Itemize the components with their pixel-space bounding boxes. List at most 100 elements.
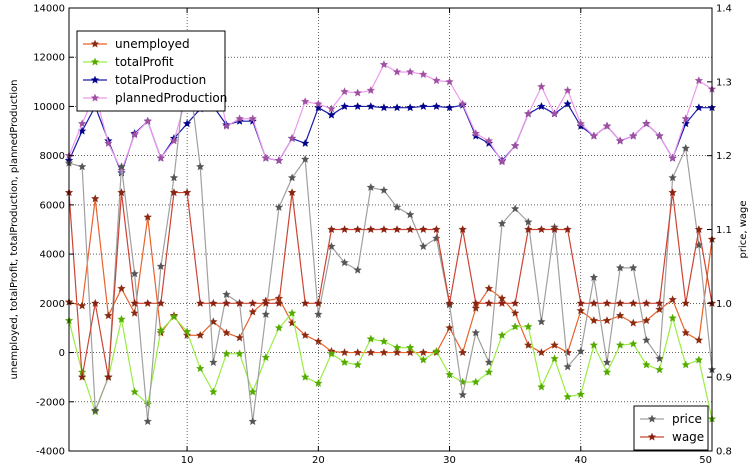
point-totalProfit bbox=[274, 323, 284, 332]
point-totalProfit bbox=[550, 354, 559, 363]
point-unemployed bbox=[602, 316, 612, 325]
point-price bbox=[458, 390, 467, 399]
right-y-tick-label: 1.2 bbox=[716, 151, 732, 162]
x-tick-label: 30 bbox=[443, 455, 456, 465]
ticks: 10 20 30 40 50 -4000 -2000 0 2000 4000 6000 8000 100… bbox=[33, 4, 732, 465]
point-totalProfit bbox=[156, 326, 166, 334]
point-unemployed bbox=[655, 305, 664, 314]
point-unemployed bbox=[419, 348, 428, 357]
point-wage bbox=[130, 298, 139, 307]
point-wage bbox=[681, 298, 690, 307]
legend-label: totalProfit bbox=[115, 55, 174, 69]
point-plannedProduction bbox=[668, 153, 677, 162]
point-totalProfit bbox=[169, 312, 179, 321]
point-totalProfit bbox=[340, 358, 349, 366]
legend-label: unemployed bbox=[115, 37, 190, 51]
point-price bbox=[222, 290, 231, 299]
point-plannedProduction bbox=[77, 119, 87, 128]
point-totalProduction bbox=[301, 138, 310, 147]
point-totalProfit bbox=[222, 349, 231, 358]
legend-item-totalProfit: totalProfit bbox=[83, 55, 174, 69]
point-totalProfit bbox=[615, 340, 625, 349]
point-unemployed bbox=[91, 194, 100, 203]
left-y-tick-label: 2000 bbox=[40, 299, 65, 310]
point-price bbox=[471, 328, 480, 337]
point-wage bbox=[169, 188, 179, 197]
point-unemployed bbox=[484, 284, 494, 293]
point-unemployed bbox=[235, 333, 244, 342]
point-wage bbox=[196, 298, 205, 307]
point-wage bbox=[655, 298, 664, 307]
point-plannedProduction bbox=[510, 141, 520, 150]
left-axis-label: unemployed, totalProfit, totalProduction… bbox=[9, 80, 20, 380]
point-wage bbox=[314, 298, 323, 307]
series-line-wage bbox=[68, 191, 713, 378]
point-price bbox=[91, 405, 100, 414]
point-totalProfit bbox=[235, 349, 244, 358]
point-unemployed bbox=[694, 335, 704, 344]
point-unemployed bbox=[196, 330, 205, 339]
point-wage bbox=[156, 298, 166, 307]
point-plannedProduction bbox=[287, 134, 297, 142]
point-totalProfit bbox=[301, 372, 310, 381]
point-unemployed bbox=[117, 284, 126, 293]
point-totalProfit bbox=[419, 355, 428, 364]
series-plannedProduction bbox=[64, 57, 717, 174]
legend-item-wage: wage bbox=[640, 430, 704, 444]
point-wage bbox=[91, 298, 100, 307]
point-wage bbox=[668, 188, 677, 197]
point-plannedProduction bbox=[130, 130, 139, 139]
point-totalProfit bbox=[524, 322, 533, 331]
point-wage bbox=[327, 225, 336, 234]
point-totalProfit bbox=[642, 360, 651, 369]
point-plannedProduction bbox=[261, 153, 271, 162]
legend-item-price: price bbox=[640, 412, 702, 426]
point-unemployed bbox=[248, 307, 257, 316]
point-wage bbox=[117, 188, 126, 197]
point-wage bbox=[497, 298, 507, 307]
point-wage bbox=[77, 372, 87, 381]
point-wage bbox=[366, 225, 375, 234]
point-plannedProduction bbox=[314, 99, 323, 108]
point-plannedProduction bbox=[222, 121, 231, 130]
point-unemployed bbox=[222, 328, 231, 337]
point-unemployed bbox=[629, 318, 638, 327]
point-totalProfit bbox=[327, 349, 336, 358]
series-totalProfit bbox=[64, 308, 717, 423]
point-plannedProduction bbox=[563, 86, 572, 94]
legend-label: wage bbox=[672, 430, 704, 444]
point-plannedProduction bbox=[576, 119, 585, 128]
point-totalProfit bbox=[209, 387, 218, 396]
point-totalProfit bbox=[314, 378, 323, 387]
point-unemployed bbox=[392, 348, 402, 357]
point-totalProduction bbox=[392, 103, 402, 112]
point-plannedProduction bbox=[524, 109, 533, 118]
point-totalProfit bbox=[182, 327, 192, 336]
point-totalProfit bbox=[668, 313, 677, 322]
point-price bbox=[392, 202, 402, 211]
point-plannedProduction bbox=[589, 131, 599, 140]
point-plannedProduction bbox=[353, 88, 362, 97]
point-wage bbox=[458, 225, 467, 234]
legend-label: plannedProduction bbox=[115, 91, 227, 105]
legend-marker bbox=[90, 75, 100, 84]
point-plannedProduction bbox=[642, 119, 651, 128]
point-unemployed bbox=[406, 348, 415, 357]
point-wage bbox=[445, 298, 454, 307]
point-totalProduction bbox=[379, 103, 389, 112]
point-plannedProduction bbox=[143, 116, 152, 125]
right-y-tick-label: 1.1 bbox=[716, 225, 732, 236]
left-y-tick-label: 8000 bbox=[40, 151, 65, 162]
point-totalProfit bbox=[576, 389, 585, 398]
point-totalProduction bbox=[353, 102, 362, 110]
point-plannedProduction bbox=[602, 121, 612, 130]
point-price bbox=[681, 143, 690, 152]
left-y-tick-label: -2000 bbox=[36, 397, 65, 408]
point-price bbox=[497, 219, 507, 228]
series-line-plannedProduction bbox=[68, 61, 713, 172]
point-wage bbox=[419, 225, 428, 234]
point-unemployed bbox=[615, 311, 625, 320]
point-plannedProduction bbox=[274, 156, 284, 165]
point-price bbox=[419, 242, 428, 251]
